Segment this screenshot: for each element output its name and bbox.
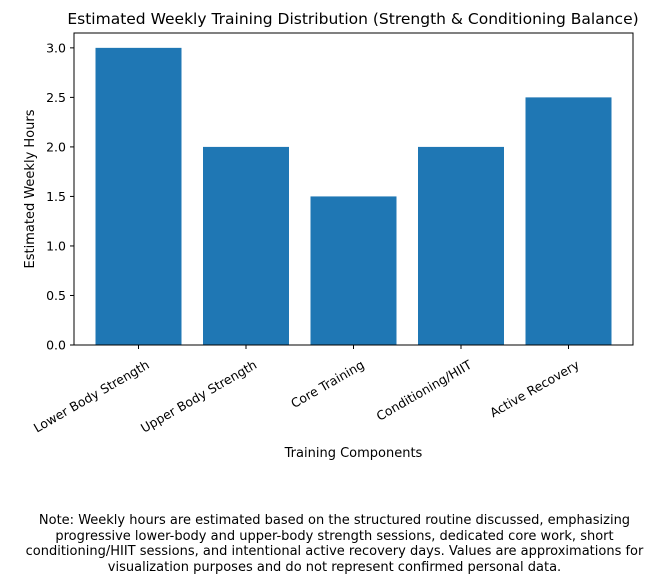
x-axis-label: Training Components	[284, 446, 423, 461]
y-axis-label: Estimated Weekly Hours	[23, 109, 38, 268]
y-axis: 0.0 0.5 1.0 1.5 2.0 2.5 3.0	[46, 40, 74, 353]
x-tick-label: Lower Body Strength	[31, 357, 152, 436]
y-tick-label: 3.0	[46, 40, 66, 55]
bar-2	[203, 146, 289, 345]
bar-1	[95, 47, 182, 345]
x-tick-label: Core Training	[288, 357, 367, 411]
y-tick-label: 1.5	[46, 189, 66, 204]
y-tick-label: 0.5	[46, 288, 66, 303]
bars-group	[95, 47, 612, 345]
x-tick-label: Upper Body Strength	[138, 357, 259, 436]
y-tick-label: 2.0	[46, 139, 66, 154]
y-tick-label: 0.0	[46, 338, 66, 353]
bar-3	[310, 196, 397, 345]
bar-5	[525, 97, 612, 345]
chart-title: Estimated Weekly Training Distribution (…	[67, 10, 638, 28]
y-tick-label: 1.0	[46, 238, 66, 253]
x-tick-label: Active Recovery	[487, 357, 582, 421]
plot-frame	[73, 32, 634, 346]
chart-note: Note: Weekly hours are estimated based o…	[25, 513, 644, 575]
x-tick-label: Conditioning/HIIT	[374, 357, 475, 424]
y-tick-label: 2.5	[46, 90, 66, 105]
bar-4	[418, 146, 504, 345]
